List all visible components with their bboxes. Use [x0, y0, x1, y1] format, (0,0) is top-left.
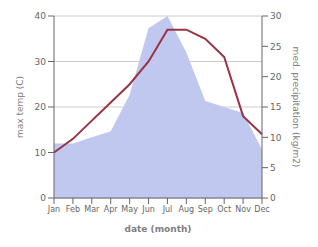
svg-text:40: 40	[35, 11, 47, 21]
svg-text:0: 0	[40, 193, 46, 203]
svg-text:Dec: Dec	[254, 205, 269, 214]
svg-text:30: 30	[270, 11, 282, 21]
svg-text:date (month): date (month)	[125, 224, 192, 234]
svg-text:Sep: Sep	[198, 205, 213, 214]
svg-text:20: 20	[35, 102, 47, 112]
svg-text:15: 15	[270, 102, 281, 112]
svg-text:10: 10	[270, 133, 282, 143]
svg-text:30: 30	[35, 57, 47, 67]
svg-text:25: 25	[270, 42, 281, 52]
svg-text:May: May	[121, 205, 138, 214]
svg-text:20: 20	[270, 72, 282, 82]
svg-text:5: 5	[270, 163, 276, 173]
svg-text:Nov: Nov	[235, 205, 251, 214]
svg-text:Aug: Aug	[179, 205, 195, 214]
svg-text:Jul: Jul	[162, 205, 173, 214]
svg-text:max temp (C): max temp (C)	[15, 76, 25, 138]
svg-text:0: 0	[270, 193, 276, 203]
svg-text:med. precipitation (kg/m2): med. precipitation (kg/m2)	[291, 47, 301, 168]
svg-text:Jan: Jan	[47, 205, 60, 214]
svg-text:10: 10	[35, 148, 47, 158]
svg-text:Apr: Apr	[104, 205, 119, 214]
svg-text:Feb: Feb	[66, 205, 80, 214]
svg-text:Oct: Oct	[217, 205, 231, 214]
svg-text:Mar: Mar	[84, 205, 100, 214]
svg-text:Jun: Jun	[141, 205, 155, 214]
